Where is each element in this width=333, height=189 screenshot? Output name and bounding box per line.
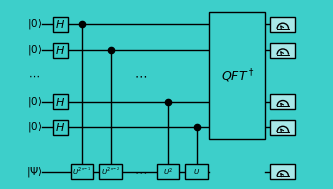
Text: $|0\rangle$: $|0\rangle$	[27, 120, 42, 134]
FancyBboxPatch shape	[53, 17, 68, 32]
FancyBboxPatch shape	[270, 43, 295, 57]
Text: $U^2$: $U^2$	[163, 166, 173, 177]
Text: $U^{2^{n-1}}$: $U^{2^{n-1}}$	[72, 166, 92, 178]
FancyBboxPatch shape	[209, 12, 265, 139]
Text: $|\Psi\rangle$: $|\Psi\rangle$	[26, 165, 43, 179]
FancyBboxPatch shape	[270, 164, 295, 179]
Text: $H$: $H$	[56, 44, 66, 56]
FancyBboxPatch shape	[71, 164, 93, 179]
Text: $U$: $U$	[193, 167, 200, 176]
Text: $\cdots$: $\cdots$	[134, 165, 147, 178]
FancyBboxPatch shape	[270, 94, 295, 109]
Text: $H$: $H$	[56, 18, 66, 30]
FancyBboxPatch shape	[185, 164, 208, 179]
FancyBboxPatch shape	[53, 43, 68, 57]
Text: $\cdots$: $\cdots$	[134, 69, 147, 82]
FancyBboxPatch shape	[100, 164, 122, 179]
FancyBboxPatch shape	[270, 17, 295, 32]
Text: $H$: $H$	[56, 96, 66, 108]
FancyBboxPatch shape	[157, 164, 179, 179]
Text: $|0\rangle$: $|0\rangle$	[27, 17, 42, 31]
Text: $H$: $H$	[56, 122, 66, 133]
Text: $|0\rangle$: $|0\rangle$	[27, 43, 42, 57]
FancyBboxPatch shape	[53, 120, 68, 135]
Text: $U^{2^{n-2}}$: $U^{2^{n-2}}$	[101, 166, 121, 178]
FancyBboxPatch shape	[53, 94, 68, 109]
Text: $QFT^\dagger$: $QFT^\dagger$	[221, 67, 254, 85]
Text: $\cdots$: $\cdots$	[28, 71, 40, 81]
FancyBboxPatch shape	[270, 120, 295, 135]
Text: $|0\rangle$: $|0\rangle$	[27, 95, 42, 109]
